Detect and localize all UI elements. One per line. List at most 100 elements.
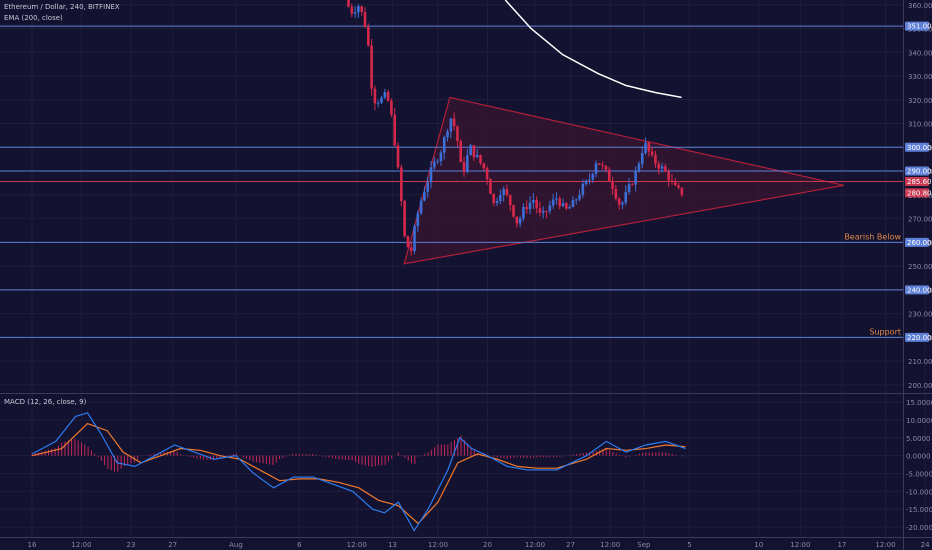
candle-up <box>571 199 575 208</box>
time-tick-label: 10 <box>754 541 763 549</box>
ema-line <box>504 0 682 99</box>
macd-tick-label: 15.0000 <box>906 399 932 407</box>
price-tag-label: 300.00 <box>907 144 932 152</box>
time-tick-label: 17 <box>837 541 846 549</box>
candle-down <box>614 188 618 199</box>
candle-down <box>370 45 373 89</box>
candle-up <box>495 201 499 204</box>
time-tick-label: 12:00 <box>600 541 620 549</box>
candle-down <box>538 208 542 213</box>
candle-down <box>462 162 466 172</box>
macd-tick-label: -15.0000 <box>906 506 932 514</box>
candle-up <box>594 163 598 174</box>
candle-down <box>631 184 634 186</box>
candle-up <box>442 137 446 153</box>
candle-down <box>601 164 604 166</box>
candle-down <box>680 187 684 195</box>
price-tag-box <box>905 142 929 152</box>
candle-up <box>429 167 433 183</box>
candle-up <box>436 161 439 163</box>
candle-up <box>502 188 505 196</box>
candle-up <box>353 12 357 14</box>
candle-down <box>396 145 400 168</box>
candle-down <box>545 210 548 212</box>
price-tag-box <box>905 188 929 198</box>
price-tag-label: 220.00 <box>907 334 932 342</box>
price-tag-box <box>905 177 929 187</box>
time-tick-label: 13 <box>388 541 397 549</box>
price-tick-label: 320.00 <box>908 97 932 105</box>
candle-up <box>532 199 535 203</box>
price-tag-box <box>905 237 929 247</box>
candle-up <box>528 202 532 210</box>
time-tick-label: Sep <box>637 541 651 549</box>
candle-up <box>541 210 545 213</box>
time-tick-label: 12:00 <box>347 541 367 549</box>
time-tick-label: 12:00 <box>525 541 545 549</box>
candle-up <box>475 155 479 158</box>
macd-tick-label: -10.0000 <box>906 488 932 496</box>
symmetrical-triangle[interactable] <box>403 96 845 265</box>
candle-down <box>367 26 370 46</box>
candle-down <box>452 118 456 127</box>
time-tick-label: Aug <box>229 541 243 549</box>
price-tags: 351.00 300.00 290.00 285.60 280.80 260.00 240.… <box>905 21 932 342</box>
macd-signal-line <box>31 422 686 525</box>
candle-up <box>555 198 558 200</box>
price-tick-label: 330.00 <box>908 73 932 81</box>
price-tag-label: 280.80 <box>907 189 932 197</box>
candle-down <box>400 167 403 201</box>
candle-down <box>670 180 674 182</box>
candle-up <box>376 102 380 104</box>
horizontal-levels[interactable] <box>0 25 903 338</box>
candle-down <box>657 163 661 169</box>
candle-down <box>409 247 413 252</box>
macd-panel <box>0 401 903 532</box>
candle-down <box>515 216 519 224</box>
candle-down <box>403 200 406 237</box>
candle-down <box>664 166 667 172</box>
price-tag-label: 260.00 <box>907 239 932 247</box>
price-tick-label: 340.00 <box>908 49 932 57</box>
candle-down <box>390 100 393 115</box>
price-tag-box <box>905 21 929 31</box>
candle-down <box>459 140 463 163</box>
price-tick-label: 270.00 <box>908 216 932 224</box>
time-tick-label: 12:00 <box>428 541 448 549</box>
price-tag-label: 285.60 <box>907 178 932 186</box>
candle-up <box>383 91 387 98</box>
candle-up <box>449 118 453 132</box>
candle-up <box>518 218 522 224</box>
candle-up <box>624 191 628 203</box>
candle-down <box>673 181 677 186</box>
price-tag-box <box>905 332 929 342</box>
macd-tick-label: 0.0000 <box>906 453 931 461</box>
candle-up <box>621 202 624 205</box>
price-tick-label: 210.00 <box>908 358 932 366</box>
candle-up <box>584 180 588 184</box>
price-tag-label: 290.00 <box>907 168 932 176</box>
candle-up <box>423 191 426 201</box>
time-tick-label: 23 <box>127 541 136 549</box>
annotation-label: Bearish Below <box>844 232 901 241</box>
annotations: Bearish Below Support <box>844 232 901 336</box>
candle-up <box>637 163 641 171</box>
candle-up <box>627 184 631 192</box>
candle-up <box>634 170 637 185</box>
candle-up <box>561 203 565 207</box>
candle-down <box>479 155 482 164</box>
candle-up <box>644 142 647 153</box>
candle-down <box>350 6 354 14</box>
time-tick-label: 6 <box>297 541 302 549</box>
candle-up <box>591 173 595 180</box>
ema-overlay <box>504 0 682 99</box>
candle-down <box>607 169 611 182</box>
price-tag-label: 351.00 <box>907 23 932 31</box>
price-tick-label: 230.00 <box>908 311 932 319</box>
macd-tick-label: 5.0000 <box>906 435 931 443</box>
candle-up <box>380 97 383 103</box>
candle-down <box>363 11 367 27</box>
time-tick-label: 12:00 <box>71 541 91 549</box>
candle-down <box>535 199 538 209</box>
